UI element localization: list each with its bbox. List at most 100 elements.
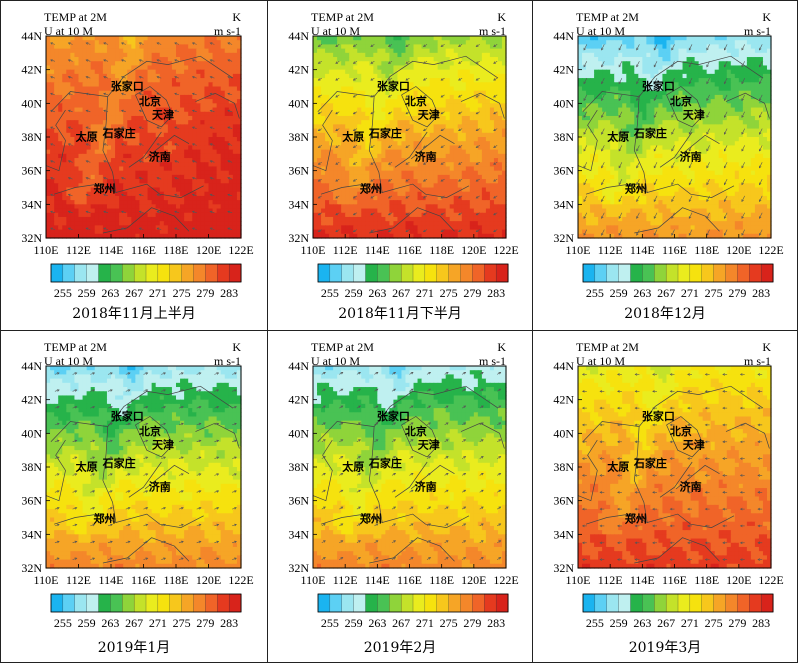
temperature-cell <box>144 141 149 146</box>
temperature-cell <box>221 137 226 142</box>
temperature-cell <box>401 124 406 129</box>
temperature-cell <box>393 179 398 184</box>
temperature-cell <box>74 213 79 218</box>
temperature-cell <box>397 158 402 163</box>
temperature-cell <box>365 74 370 79</box>
temperature-cell <box>482 120 487 125</box>
temperature-cell <box>209 129 214 134</box>
temperature-cell <box>393 171 398 176</box>
temperature-cell <box>70 209 75 214</box>
temperature-cell <box>373 175 378 180</box>
temperature-cell <box>200 221 205 226</box>
temperature-cell <box>79 44 84 49</box>
temperature-cell <box>353 70 358 75</box>
temperature-cell <box>458 124 463 129</box>
temperature-cell <box>482 40 487 45</box>
temperature-cell <box>454 36 459 41</box>
temperature-cell <box>103 99 108 104</box>
temperature-cell <box>474 204 479 209</box>
temperature-cell <box>123 120 128 125</box>
temperature-cell <box>144 40 149 45</box>
temperature-cell <box>414 65 419 70</box>
temperature-cell <box>225 61 230 66</box>
temperature-cell <box>474 103 479 108</box>
temperature-cell <box>397 120 402 125</box>
temperature-cell <box>442 225 447 230</box>
temperature-cell <box>139 230 144 235</box>
temperature-cell <box>87 82 92 87</box>
temperature-cell <box>91 70 96 75</box>
temperature-cell <box>196 204 201 209</box>
temperature-cell <box>490 49 495 54</box>
temperature-cell <box>325 124 330 129</box>
temperature-cell <box>470 145 475 150</box>
temperature-cell <box>127 175 132 180</box>
temperature-cell <box>79 145 84 150</box>
temperature-cell <box>450 91 455 96</box>
temperature-cell <box>213 171 218 176</box>
temperature-cell <box>152 166 157 171</box>
temperature-cell <box>321 145 326 150</box>
temperature-cell <box>196 65 201 70</box>
x-tick-label: 122E <box>228 243 253 257</box>
temperature-cell <box>410 204 415 209</box>
temperature-cell <box>341 99 346 104</box>
temperature-cell <box>349 145 354 150</box>
temperature-cell <box>321 225 326 230</box>
temperature-cell <box>204 91 209 96</box>
temperature-cell <box>115 217 120 222</box>
temperature-cell <box>233 196 238 201</box>
temperature-cell <box>148 40 153 45</box>
temperature-cell <box>353 108 358 113</box>
temperature-cell <box>196 150 201 155</box>
temperature-cell <box>498 158 503 163</box>
temperature-cell <box>66 183 71 188</box>
temperature-cell <box>337 74 342 79</box>
temperature-cell <box>446 82 451 87</box>
temperature-cell <box>474 65 479 70</box>
temperature-cell <box>466 91 471 96</box>
temperature-cell <box>325 103 330 108</box>
temperature-cell <box>233 158 238 163</box>
temperature-cell <box>353 57 358 62</box>
temperature-cell <box>127 112 132 117</box>
temperature-cell <box>107 196 112 201</box>
temperature-cell <box>50 230 55 235</box>
temperature-cell <box>66 87 71 92</box>
temperature-cell <box>442 175 447 180</box>
temperature-cell <box>410 145 415 150</box>
temperature-cell <box>196 70 201 75</box>
temperature-cell <box>204 124 209 129</box>
temperature-cell <box>200 154 205 159</box>
temperature-cell <box>204 145 209 150</box>
temperature-cell <box>385 183 390 188</box>
temperature-cell <box>139 137 144 142</box>
temperature-cell <box>225 137 230 142</box>
temperature-cell <box>99 209 104 214</box>
temperature-cell <box>486 137 491 142</box>
temperature-cell <box>221 112 226 117</box>
temperature-cell <box>54 78 59 83</box>
temperature-cell <box>393 217 398 222</box>
temperature-cell <box>225 112 230 117</box>
temperature-cell <box>204 200 209 205</box>
temperature-cell <box>438 74 443 79</box>
temperature-cell <box>131 112 136 117</box>
temperature-cell <box>233 209 238 214</box>
temperature-cell <box>148 124 153 129</box>
temperature-cell <box>333 108 338 113</box>
temperature-cell <box>426 57 431 62</box>
temperature-cell <box>482 171 487 176</box>
temperature-cell <box>160 87 165 92</box>
temperature-cell <box>430 221 435 226</box>
temperature-cell <box>144 225 149 230</box>
temperature-cell <box>74 61 79 66</box>
temperature-cell <box>152 82 157 87</box>
temperature-cell <box>494 225 499 230</box>
temperature-cell <box>148 200 153 205</box>
temperature-cell <box>221 99 226 104</box>
temperature-cell <box>470 225 475 230</box>
temperature-cell <box>325 53 330 58</box>
temperature-cell <box>213 49 218 54</box>
temperature-cell <box>494 209 499 214</box>
